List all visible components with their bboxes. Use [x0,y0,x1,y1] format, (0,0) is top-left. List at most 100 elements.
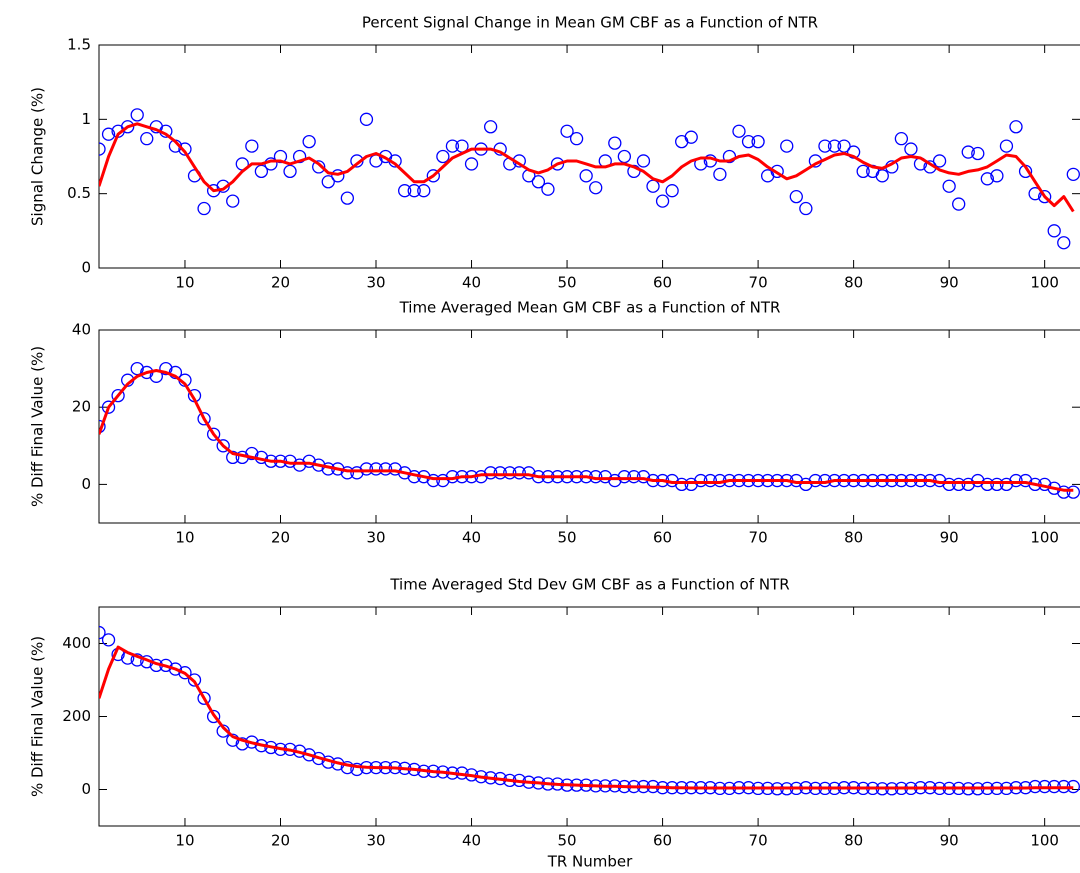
y-tick-label: 200 [62,707,91,725]
data-point [875,169,889,183]
data-point [589,181,603,195]
x-tick-label: 10 [175,832,194,850]
x-tick-label: 100 [1030,832,1059,850]
data-point [359,462,374,476]
data-point [560,124,574,138]
data-point [331,169,345,183]
data-point [961,145,975,159]
data-point [665,184,679,198]
data-point [464,157,479,171]
data-point [121,120,135,134]
data-point [980,172,994,186]
y-tick-label: 40 [72,321,91,339]
data-point [703,473,717,488]
x-axis-label: TR Number [547,853,633,871]
trend-line [99,369,1074,492]
data-point [168,662,183,676]
x-tick-label: 90 [940,274,959,292]
x-tick-label: 100 [1030,274,1059,292]
x-tick-label: 10 [175,529,194,547]
data-point [971,473,985,488]
data-point [312,160,326,174]
data-point [302,454,316,468]
data-point [197,691,211,705]
data-point [980,477,994,492]
data-point [799,201,813,216]
data-point [990,169,1004,183]
data-point [617,149,632,164]
data-point [932,154,947,168]
data-point [159,361,173,376]
data-point [818,139,832,153]
data-point [407,184,421,198]
data-point [741,134,756,149]
data-point [694,473,708,488]
data-point [1047,224,1061,238]
data-point [206,427,221,441]
data-point [789,189,803,204]
y-tick-label: 1.5 [67,36,91,54]
data-point [617,470,632,484]
subplot: Time Averaged Mean GM CBF as a Function … [29,299,1080,547]
y-axis-label: Signal Change (%) [29,87,47,226]
data-point [646,179,660,193]
data-point [493,466,507,480]
data-point [942,477,956,492]
data-point [1057,485,1071,499]
data-point [894,132,909,146]
data-point [302,134,316,149]
data-point [522,466,536,480]
data-point [388,462,402,476]
data-point [608,473,622,488]
data-point [130,108,144,122]
data-point [579,169,593,183]
data-point [952,477,966,492]
x-tick-label: 80 [844,529,863,547]
x-tick-label: 40 [462,529,481,547]
data-point [283,164,297,179]
y-tick-label: 400 [62,634,91,652]
x-tick-label: 20 [271,529,290,547]
data-point [999,139,1014,153]
x-tick-label: 90 [940,529,959,547]
data-point [971,146,985,161]
y-axis-label: % Diff Final Value (%) [29,636,47,797]
x-tick-label: 20 [271,274,290,292]
data-point [302,748,316,762]
y-tick-label: 0.5 [67,184,91,202]
plot-area [99,108,1080,250]
data-point [436,149,450,164]
data-point [178,142,192,156]
data-point [369,462,383,476]
data-point [1057,236,1071,250]
data-point [1018,473,1033,488]
x-tick-label: 70 [749,274,768,292]
data-point [952,197,966,211]
data-point [732,124,746,138]
data-point [569,132,584,146]
y-tick-label: 0 [81,475,91,493]
x-tick-label: 10 [175,274,194,292]
data-point [99,142,106,156]
data-point [245,139,259,153]
chart-title: Percent Signal Change in Mean GM CBF as … [362,14,818,32]
data-point [999,477,1014,492]
data-point [751,134,765,149]
data-point [722,149,737,164]
x-tick-label: 80 [844,832,863,850]
x-tick-label: 40 [462,274,481,292]
data-point [627,470,641,484]
data-point [598,470,612,484]
y-axis-label: % Diff Final Value (%) [29,346,47,507]
data-point [827,139,842,153]
trend-line [99,645,1074,790]
data-point [436,473,450,488]
x-tick-label: 50 [558,832,577,850]
data-point [675,477,689,492]
data-point [140,132,154,146]
data-point [111,388,125,403]
data-point [942,179,956,193]
data-point [426,473,440,488]
data-point [541,182,555,196]
data-point [990,477,1004,492]
